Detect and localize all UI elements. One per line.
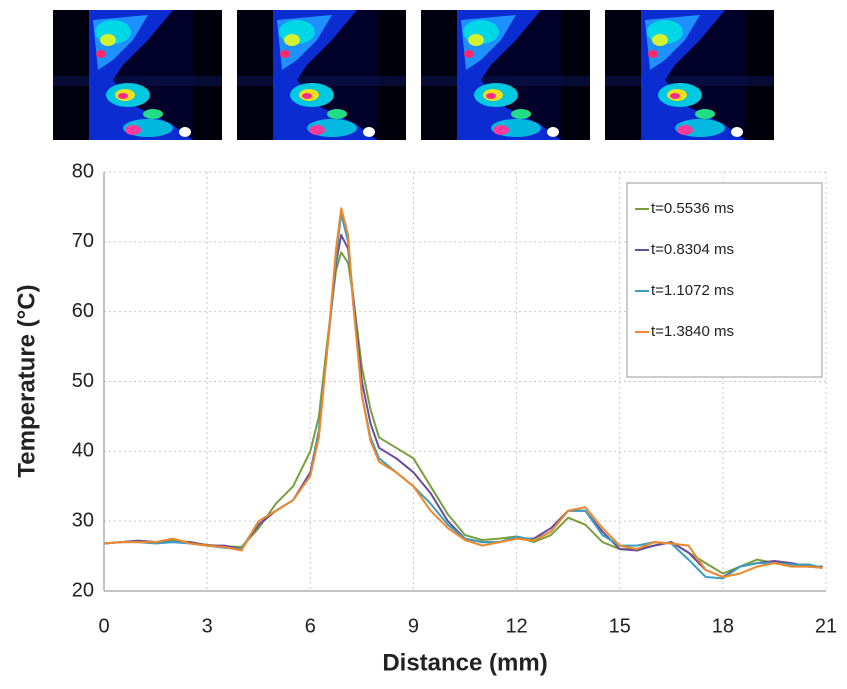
- x-tick-label: 21: [815, 615, 837, 637]
- legend-label: t=0.5536 ms: [651, 200, 734, 217]
- y-tick-label: 60: [72, 300, 94, 322]
- legend: t=0.5536 ms t=0.8304 ms t=1.1072 ms t=1.384…: [626, 182, 823, 378]
- y-tick-label: 80: [72, 160, 94, 182]
- x-tick-label: 15: [609, 615, 631, 637]
- y-axis-title: Temperature (°C): [13, 284, 40, 477]
- legend-label: t=1.1072 ms: [651, 282, 734, 299]
- thermal-image: [237, 10, 406, 140]
- legend-label: t=1.3840 ms: [651, 323, 734, 340]
- y-tick-label: 50: [72, 370, 94, 392]
- thermal-image: [421, 10, 590, 140]
- x-axis-title: Distance (mm): [382, 649, 547, 676]
- series-line: [103, 207, 823, 578]
- y-tick-label: 30: [72, 509, 94, 531]
- x-tick-label: 12: [505, 615, 527, 637]
- series-line: [103, 212, 823, 580]
- thermal-image: [53, 10, 222, 140]
- y-tick-label: 70: [72, 230, 94, 252]
- x-tick-label: 0: [98, 615, 109, 637]
- legend-label: t=0.8304 ms: [651, 241, 734, 258]
- y-tick-label: 20: [72, 579, 94, 601]
- legend-box: [626, 182, 823, 378]
- y-tick-label: 40: [72, 440, 94, 462]
- x-tick-label: 18: [712, 615, 734, 637]
- thermal-image: [605, 10, 774, 140]
- x-tick-label: 6: [305, 615, 316, 637]
- thermal-images: [53, 10, 774, 140]
- x-tick-label: 3: [202, 615, 213, 637]
- x-tick-label: 9: [408, 615, 419, 637]
